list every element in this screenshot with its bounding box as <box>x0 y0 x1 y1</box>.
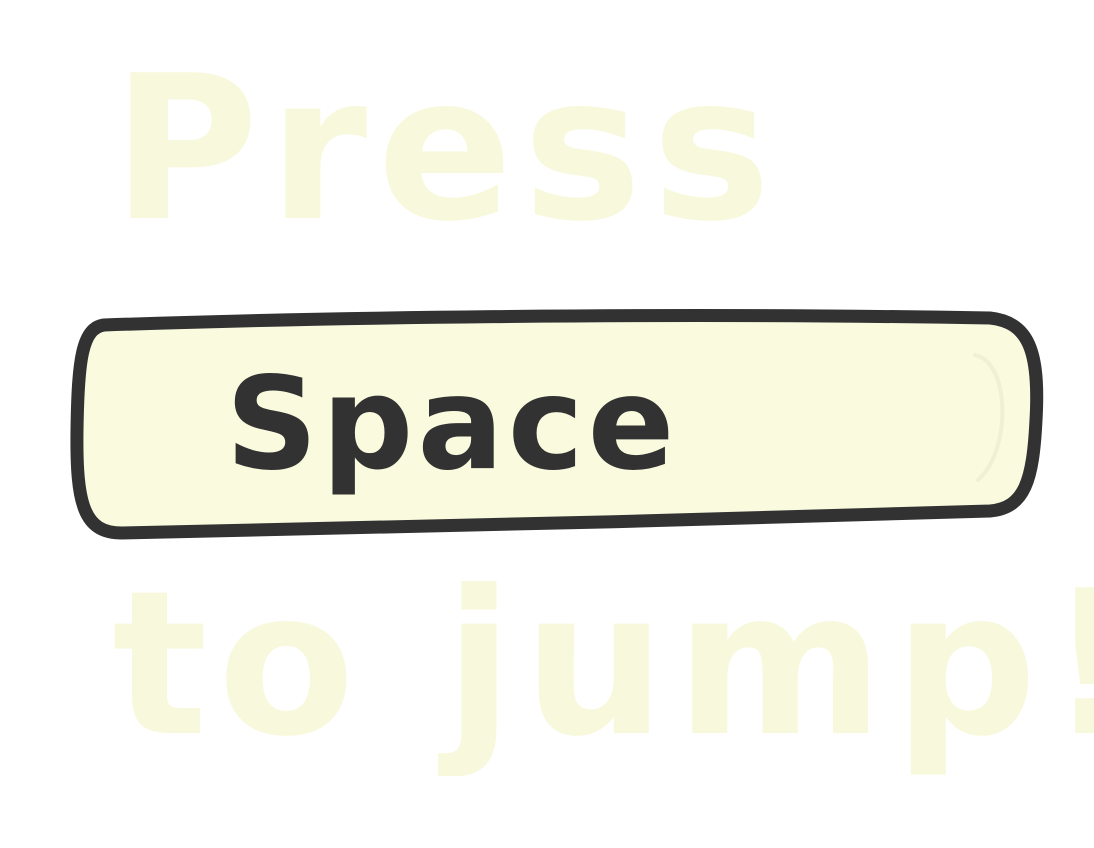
to-jump-text: to jump! <box>112 548 1094 781</box>
press-text: Press <box>112 33 781 266</box>
space-key-label: Space <box>225 350 679 499</box>
spacebar-key-shape <box>70 309 1044 540</box>
spacebar-key-highlight <box>973 353 1005 482</box>
